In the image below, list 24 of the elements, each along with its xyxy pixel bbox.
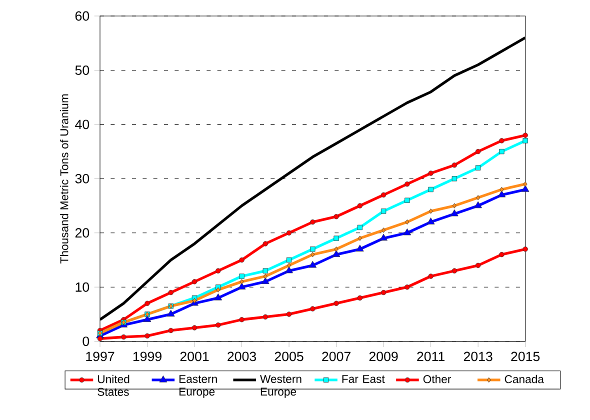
legend-label: Eastern Europe — [179, 375, 217, 398]
y-tick-label: 0 — [82, 336, 90, 346]
y-tick-label: 30 — [75, 174, 90, 184]
x-tick-label: 2005 — [274, 352, 304, 362]
x-tick-label: 2007 — [322, 352, 350, 362]
y-tick-label: 20 — [75, 228, 90, 238]
legend-label: Other — [423, 374, 451, 384]
x-tick-label: 2013 — [464, 352, 492, 362]
x-tick-label: 1999 — [133, 352, 162, 362]
y-tick-label: 50 — [75, 66, 90, 75]
x-tick-label: 2015 — [511, 352, 540, 362]
x-tick-label: 2011 — [417, 352, 445, 362]
legend-label: United States — [98, 374, 130, 396]
legend-label: Far East — [342, 375, 385, 383]
y-axis-title: Thousand Metric Tons of Uranium — [60, 94, 68, 264]
x-tick-label: 2003 — [228, 352, 256, 362]
legend-label: Canada — [504, 374, 544, 384]
x-tick-label: 2009 — [369, 352, 398, 362]
y-tick-label: 60 — [75, 11, 90, 21]
y-tick-label: 10 — [76, 282, 90, 292]
legend-label: Western Europe — [260, 375, 302, 398]
y-tick-label: 40 — [75, 120, 90, 130]
x-tick-label: 2001 — [180, 352, 209, 362]
x-tick-label: 1997 — [86, 352, 114, 362]
